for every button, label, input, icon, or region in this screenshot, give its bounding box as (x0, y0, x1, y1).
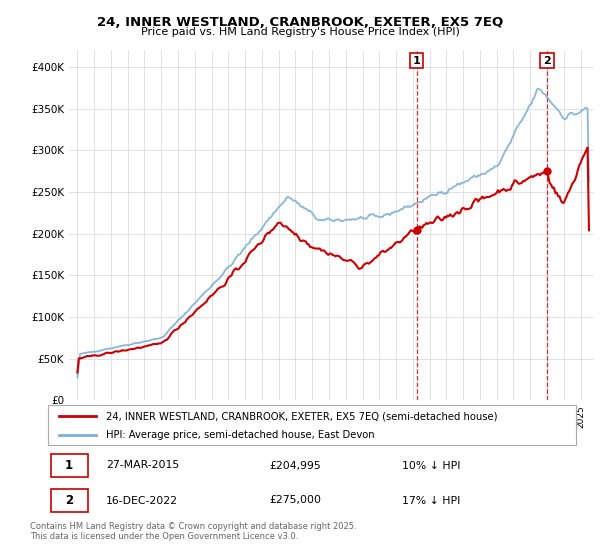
Text: 17% ↓ HPI: 17% ↓ HPI (402, 496, 460, 506)
Text: Price paid vs. HM Land Registry's House Price Index (HPI): Price paid vs. HM Land Registry's House … (140, 27, 460, 37)
Text: 24, INNER WESTLAND, CRANBROOK, EXETER, EX5 7EQ (semi-detached house): 24, INNER WESTLAND, CRANBROOK, EXETER, E… (106, 411, 497, 421)
Text: 2: 2 (65, 494, 73, 507)
Text: 1: 1 (65, 459, 73, 472)
FancyBboxPatch shape (48, 405, 576, 445)
Text: £204,995: £204,995 (270, 460, 322, 470)
Text: HPI: Average price, semi-detached house, East Devon: HPI: Average price, semi-detached house,… (106, 430, 375, 440)
Text: Contains HM Land Registry data © Crown copyright and database right 2025.
This d: Contains HM Land Registry data © Crown c… (30, 522, 356, 542)
Text: 16-DEC-2022: 16-DEC-2022 (106, 496, 178, 506)
FancyBboxPatch shape (50, 489, 88, 512)
Text: 10% ↓ HPI: 10% ↓ HPI (402, 460, 460, 470)
Text: 1: 1 (413, 55, 421, 66)
Text: £275,000: £275,000 (270, 496, 322, 506)
Text: 2: 2 (543, 55, 551, 66)
Text: 24, INNER WESTLAND, CRANBROOK, EXETER, EX5 7EQ: 24, INNER WESTLAND, CRANBROOK, EXETER, E… (97, 16, 503, 29)
Text: 27-MAR-2015: 27-MAR-2015 (106, 460, 179, 470)
FancyBboxPatch shape (50, 454, 88, 477)
